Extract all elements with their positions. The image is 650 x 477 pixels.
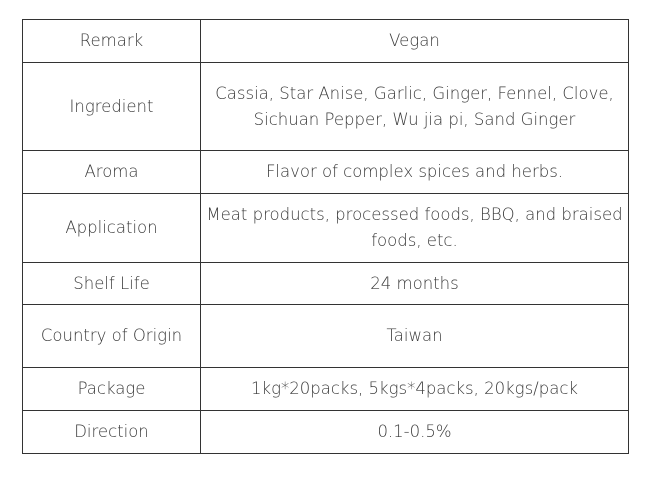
table-row: Remark Vegan [22,19,629,63]
table-row: Country of Origin Taiwan [22,304,629,368]
row-value: Flavor of complex spices and herbs. [200,150,629,194]
table-row: Direction 0.1-0.5% [22,410,629,454]
row-value: Taiwan [200,304,629,368]
table-row: Application Meat products, processed foo… [22,193,629,263]
row-label: Aroma [22,150,201,194]
row-label: Package [22,367,201,411]
row-value: 24 months [200,262,629,305]
row-value: Meat products, processed foods, BBQ, and… [200,193,629,263]
row-label: Direction [22,410,201,454]
row-value: Vegan [200,19,629,63]
table-row: Package 1kg*20packs, 5kgs*4packs, 20kgs/… [22,367,629,411]
row-label: Shelf Life [22,262,201,305]
row-label: Application [22,193,201,263]
table-row: Shelf Life 24 months [22,262,629,305]
table-row: Aroma Flavor of complex spices and herbs… [22,150,629,194]
row-label: Country of Origin [22,304,201,368]
row-value: 1kg*20packs, 5kgs*4packs, 20kgs/pack [200,367,629,411]
row-value: 0.1-0.5% [200,410,629,454]
product-spec-table: Remark Vegan Ingredient Cassia, Star Ani… [22,19,629,454]
row-label: Ingredient [22,62,201,151]
table-row: Ingredient Cassia, Star Anise, Garlic, G… [22,62,629,151]
row-label: Remark [22,19,201,63]
row-value: Cassia, Star Anise, Garlic, Ginger, Fenn… [200,62,629,151]
